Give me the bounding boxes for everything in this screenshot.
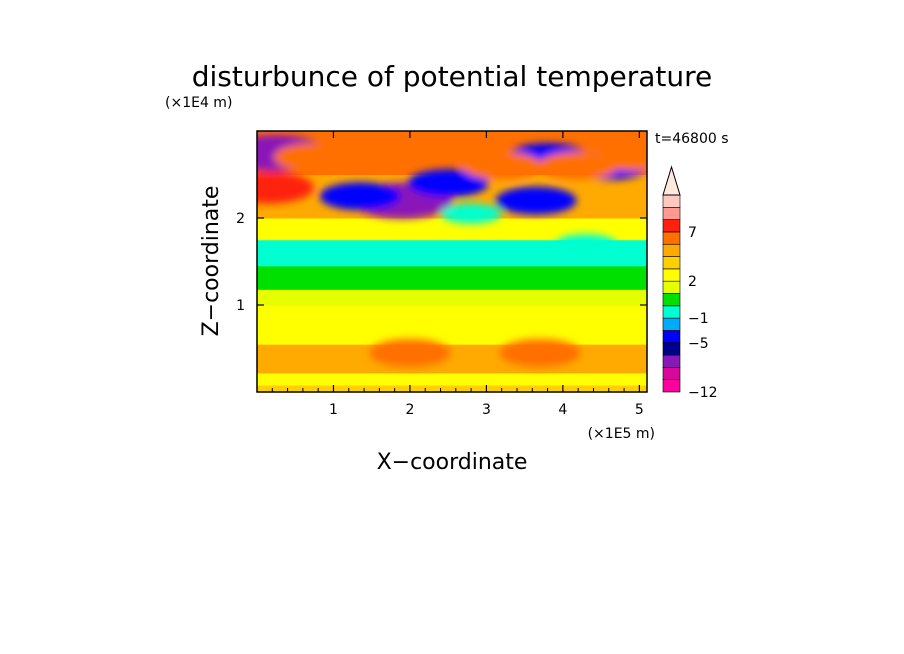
contour-band: [257, 372, 647, 386]
colorbar-swatch: [662, 305, 681, 319]
x-tick-label: 5: [635, 402, 644, 418]
colorbar-swatch: [662, 194, 681, 208]
contour-cell: [273, 143, 355, 172]
contour-band: [257, 289, 647, 306]
colorbar-swatch: [662, 354, 681, 368]
contour-band: [257, 344, 647, 374]
colorbar-swatch: [662, 268, 681, 282]
colorbar-swatch: [662, 219, 681, 233]
colorbar-extend-arrow: [662, 165, 681, 196]
y-unit-label: (×1E4 m): [165, 95, 232, 111]
contour-field: [257, 131, 647, 392]
colorbar-swatch: [662, 342, 681, 356]
contour-cell: [369, 338, 451, 367]
colorbar-swatch: [662, 231, 681, 245]
contour-cell: [440, 203, 502, 224]
contour-band: [257, 305, 647, 345]
contour-cell: [257, 171, 314, 204]
colorbar-swatch: [662, 293, 681, 307]
colorbar-tick-label: −12: [688, 385, 718, 401]
y-axis-title: Z−coordinate: [199, 186, 224, 337]
colorbar-swatch: [662, 317, 681, 331]
plot-frame: [256, 130, 648, 393]
contour-cell: [499, 338, 581, 367]
colorbar-swatch: [662, 367, 681, 380]
time-label: t=46800 s: [655, 131, 729, 147]
colorbar-tick-label: 2: [688, 274, 697, 290]
colorbar-swatch: [662, 330, 681, 344]
colorbar-swatch: [662, 256, 681, 270]
contour-cell: [555, 234, 617, 255]
x-tick-label: 1: [329, 402, 338, 418]
y-tick-label: 2: [236, 211, 245, 227]
colorbar-tick-label: 7: [688, 225, 697, 241]
contour-cell: [461, 151, 543, 180]
colorbar-tick-label: −5: [688, 336, 709, 352]
contour-cell: [319, 182, 401, 211]
contour-band: [257, 218, 647, 241]
x-axis: 1 2 3 4 5: [271, 131, 644, 418]
y-tick-label: 1: [236, 298, 245, 314]
contour-band: [257, 385, 647, 392]
contour-cell: [595, 143, 647, 172]
contour-band: [257, 265, 647, 290]
x-tick-label: 3: [482, 402, 491, 418]
chart-title: disturbunce of potential temperature: [192, 60, 713, 93]
contour-cell: [495, 186, 577, 215]
colorbar-tick-label: −1: [688, 311, 709, 327]
colorbar: −12−5−127: [662, 165, 718, 401]
contour-cell: [407, 169, 489, 198]
x-axis-title: X−coordinate: [377, 450, 528, 475]
x-tick-label: 2: [405, 402, 414, 418]
colorbar-swatch: [662, 207, 681, 220]
x-unit-label: (×1E5 m): [588, 426, 655, 442]
y-axis: 12: [236, 211, 647, 314]
colorbar-swatch: [662, 280, 681, 294]
colorbar-swatch: [662, 243, 681, 257]
x-tick-label: 4: [558, 402, 567, 418]
colorbar-swatch: [662, 379, 681, 393]
